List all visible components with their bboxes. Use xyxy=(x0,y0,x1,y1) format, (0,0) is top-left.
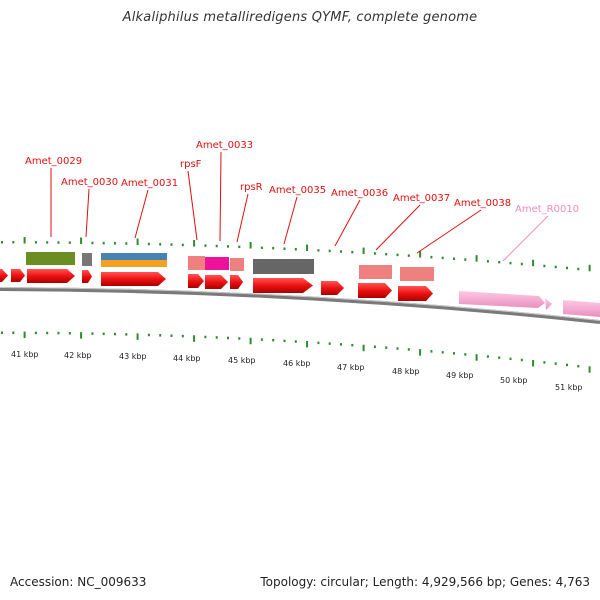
cds-arrow-amet-0030[interactable] xyxy=(82,270,92,283)
label-leader-line xyxy=(283,196,298,245)
cog-track xyxy=(26,252,434,281)
cog-bar-amet-0030 xyxy=(82,253,92,266)
scale-label: 49 kbp xyxy=(446,371,474,380)
cog-bar-amet-0038 xyxy=(400,267,434,281)
rrna-arrow-amet-r0010[interactable] xyxy=(459,291,545,308)
cds-arrow-amet-0035[interactable] xyxy=(253,278,313,293)
label-leader-line xyxy=(375,204,421,251)
scale-label: 44 kbp xyxy=(173,354,201,363)
cds-arrow-amet-0037[interactable] xyxy=(358,283,392,298)
gene-label[interactable]: Amet_0037 xyxy=(393,193,450,204)
cog-bar-amet-0033 xyxy=(205,257,229,270)
gene-label[interactable]: Amet_0033 xyxy=(196,140,253,151)
scale-label: 50 kbp xyxy=(500,376,528,385)
label-leader-line xyxy=(236,193,249,243)
tick-ring-inner xyxy=(1,331,591,373)
backbone-highlight xyxy=(0,287,600,321)
gene-label[interactable]: Amet_0038 xyxy=(454,198,511,209)
gene-label[interactable]: Amet_R0010 xyxy=(515,204,579,215)
cds-arrow[interactable] xyxy=(11,269,25,282)
gene-label[interactable]: Amet_0030 xyxy=(61,177,118,188)
rrna-arrow-small[interactable] xyxy=(545,298,552,310)
genome-summary-text: Topology: circular; Length: 4,929,566 bp… xyxy=(260,575,590,589)
cds-arrow-amet-0036[interactable] xyxy=(321,281,344,295)
gene-label[interactable]: rpsR xyxy=(240,182,263,193)
gene-label[interactable]: Amet_0036 xyxy=(331,188,388,199)
map-title: Alkaliphilus metalliredigens QYMF, compl… xyxy=(122,10,478,25)
scale-label: 43 kbp xyxy=(119,352,147,361)
scale-label: 46 kbp xyxy=(283,359,311,368)
cds-arrow-rpsr[interactable] xyxy=(230,275,243,289)
cds-arrow-amet-0038[interactable] xyxy=(398,286,433,301)
scale-label: 41 kbp xyxy=(11,350,39,359)
scale-label: 47 kbp xyxy=(337,363,365,372)
cog-bar-amet-0035 xyxy=(253,259,314,274)
gene-label[interactable]: Amet_0031 xyxy=(121,178,178,189)
cog-bar-amet-0031-blue xyxy=(101,253,167,260)
cog-bar-amet-0037 xyxy=(359,265,392,279)
scale-label: 45 kbp xyxy=(228,356,256,365)
backbone-arc xyxy=(0,287,600,324)
label-leader-line xyxy=(416,209,482,254)
cog-bar-amet-0031-orange xyxy=(101,260,167,267)
label-leader-line xyxy=(334,199,361,247)
cog-bar-amet-0029 xyxy=(26,252,75,265)
cds-arrow-amet-0031[interactable] xyxy=(101,272,166,286)
label-leader-line xyxy=(85,188,90,238)
scale-label: 51 kbp xyxy=(555,383,583,392)
cds-arrow[interactable] xyxy=(0,269,8,282)
accession-text: Accession: NC_009633 xyxy=(10,575,147,589)
scale-label: 48 kbp xyxy=(392,367,420,376)
cog-bar-rpsf xyxy=(188,256,205,270)
gene-track xyxy=(0,269,600,317)
label-leader-line xyxy=(187,170,198,241)
scale-label: 42 kbp xyxy=(64,351,92,360)
label-leader-line xyxy=(502,215,549,262)
gene-label[interactable]: rpsF xyxy=(180,159,202,170)
rrna-arrow[interactable] xyxy=(563,300,600,317)
cds-arrow-rpsf[interactable] xyxy=(188,274,204,288)
cds-arrow-amet-0029[interactable] xyxy=(27,269,75,283)
label-leader-line xyxy=(219,151,222,242)
label-leader-line xyxy=(134,189,149,239)
cog-bar-rpsr xyxy=(230,258,244,271)
gene-label[interactable]: Amet_0029 xyxy=(25,156,82,167)
label-leaders xyxy=(50,151,549,262)
tick-ring-outer xyxy=(1,237,591,272)
gene-label[interactable]: Amet_0035 xyxy=(269,185,326,196)
scale-labels: 41 kbp 42 kbp 43 kbp 44 kbp 45 kbp 46 kbp 47 k… xyxy=(11,350,583,392)
cds-arrow-amet-0033[interactable] xyxy=(205,275,228,289)
